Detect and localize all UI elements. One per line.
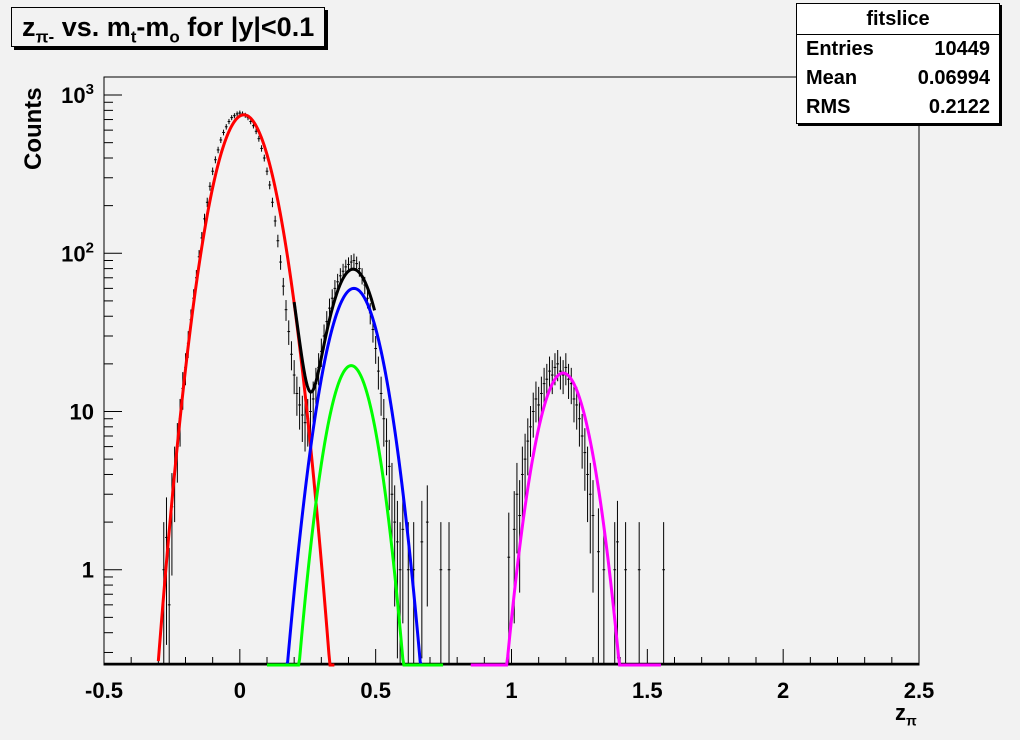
- fit-curve-second: [267, 286, 444, 667]
- x-tick-label: 2: [777, 678, 789, 703]
- title-mt-subscript: t: [130, 27, 137, 47]
- x-tick-label: 2.5: [904, 678, 935, 703]
- stats-row-entries: Entries 10449: [797, 35, 999, 64]
- y-tick-label: 103: [61, 81, 94, 108]
- plot-frame: [103, 76, 920, 666]
- stats-value: 0.2122: [928, 96, 990, 118]
- title-vs: vs. m: [54, 12, 131, 42]
- stats-row-mean: Mean 0.06994: [797, 64, 999, 93]
- y-tick-label: 10: [70, 399, 94, 424]
- x-tick-label: 0.5: [360, 678, 391, 703]
- fit-curve-pion: [156, 113, 335, 667]
- stats-box: fitslice Entries 10449 Mean 0.06994 RMS …: [796, 3, 1000, 124]
- title-rapidity-cut: for |y|<0.1: [179, 12, 315, 42]
- stats-label: RMS: [806, 96, 851, 118]
- x-tick-label: -0.5: [85, 678, 123, 703]
- fit-curve-fourth: [470, 371, 661, 667]
- stats-value: 0.06994: [917, 67, 990, 89]
- fit-curve-total: [292, 267, 377, 394]
- stats-label: Entries: [806, 38, 874, 60]
- y-tick-label: 102: [61, 239, 94, 266]
- x-axis-title: zπ: [895, 700, 917, 728]
- x-tick-label: 1: [505, 678, 517, 703]
- stats-label: Mean: [806, 67, 858, 89]
- stats-value: 10449: [934, 38, 990, 60]
- fit-curve-third: [267, 364, 444, 667]
- stats-title: fitslice: [797, 4, 999, 35]
- title-z-subscript: π-: [35, 27, 55, 47]
- x-tick-label: 1.5: [632, 678, 663, 703]
- title-minus-m: -m: [136, 12, 170, 42]
- x-axis-title-sub: π: [906, 712, 917, 729]
- title-z: z: [22, 12, 36, 42]
- y-axis-title: Counts: [20, 87, 47, 170]
- plot-title: zπ- vs. mt-mo for |y|<0.1: [11, 7, 326, 47]
- y-tick-exponent: 2: [86, 239, 94, 256]
- title-mo-subscript: o: [169, 27, 180, 47]
- x-tick-label: 0: [234, 678, 246, 703]
- y-tick-exponent: 3: [86, 81, 94, 98]
- y-tick-label: 1: [82, 558, 94, 583]
- x-axis-title-main: z: [895, 700, 906, 725]
- stats-row-rms: RMS 0.2122: [797, 93, 999, 122]
